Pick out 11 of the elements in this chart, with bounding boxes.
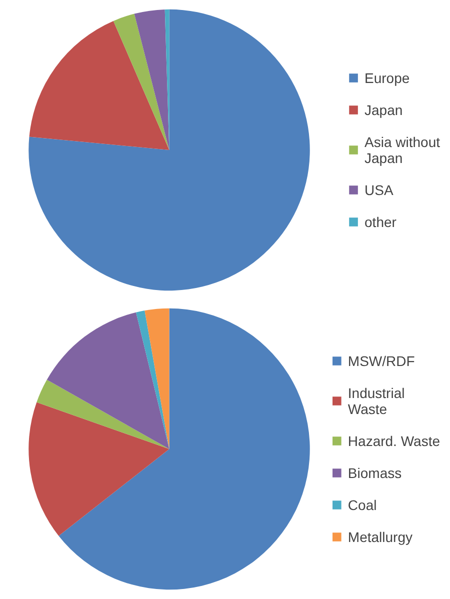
legend-label: Coal xyxy=(348,496,377,512)
legend-label: other xyxy=(364,214,396,230)
legend-label: Metallurgy xyxy=(348,528,413,544)
legend-label: Europe xyxy=(364,70,410,86)
legend-label: Asia without Japan xyxy=(364,134,440,166)
legend-label: Industrial Waste xyxy=(348,384,405,416)
legend-label: USA xyxy=(364,182,394,198)
legend-label: Biomass xyxy=(348,464,402,480)
legend-label: MSW/RDF xyxy=(348,352,415,368)
legend-label: Japan xyxy=(364,102,403,118)
legend-label: Hazard. Waste xyxy=(348,432,440,448)
